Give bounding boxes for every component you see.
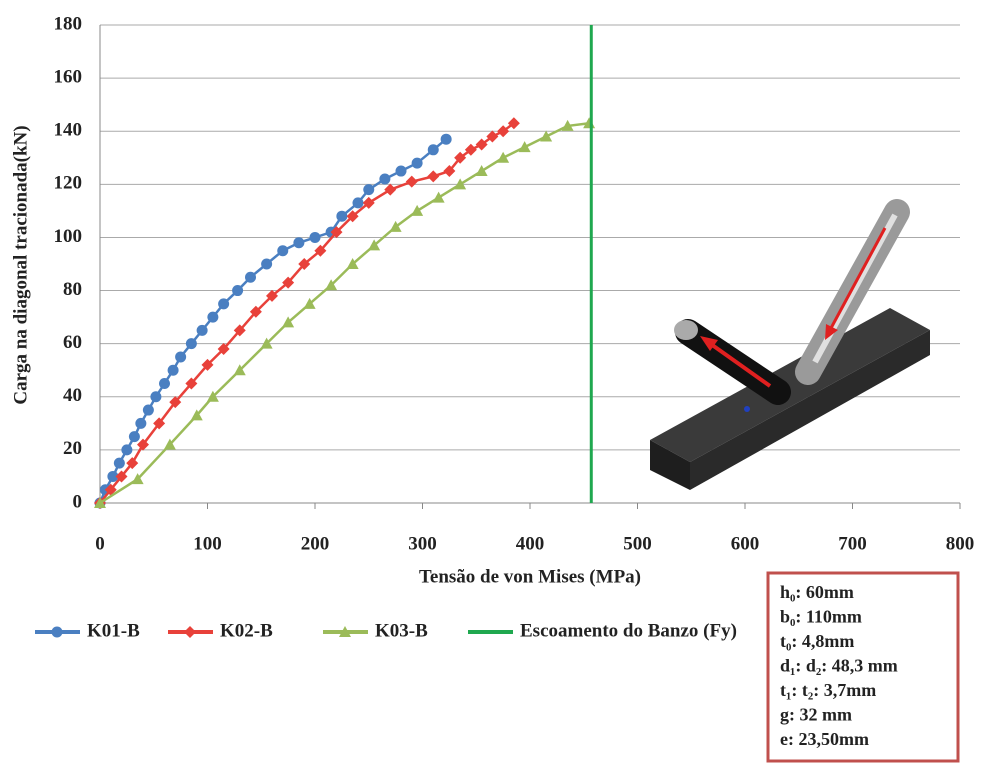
marker [384,184,396,196]
marker [168,365,179,376]
marker [353,197,364,208]
marker [428,144,439,155]
marker [411,205,423,216]
plot [100,25,960,509]
y-tick-label: 0 [73,491,83,512]
x-tick-label: 600 [731,533,760,554]
y-tick-label: 40 [63,385,82,406]
legend-label: K01-B [87,620,140,641]
marker [379,174,390,185]
y-tick-label: 100 [54,226,83,247]
inset-model [650,212,930,490]
y-tick-label: 80 [63,279,82,300]
marker [441,134,452,145]
marker [232,285,243,296]
legend-label: K03-B [375,620,428,641]
parameter: e: 23,50mm [780,729,869,749]
parameter: h₀: 60mm [780,582,854,602]
marker [52,627,63,638]
tube-end [674,320,698,340]
marker [135,418,146,429]
marker [427,170,439,182]
marker [412,158,423,169]
marker [114,458,125,469]
series-line [100,123,514,503]
marker [245,272,256,283]
marker [497,152,509,163]
marker [150,391,161,402]
marker [363,184,374,195]
y-tick-label: 120 [54,173,83,194]
marker [476,165,488,176]
x-tick-label: 0 [95,533,105,554]
y-tick-label: 60 [63,332,82,353]
legend-label: Escoamento do Banzo (Fy) [520,620,737,641]
marker [175,351,186,362]
y-tick-label: 160 [54,66,83,87]
x-axis-label: Tensão de von Mises (MPa) [419,566,641,587]
marker [396,166,407,177]
marker [310,232,321,243]
parameter: t₀: 4,8mm [780,631,854,651]
parameter: t₁: t₂: 3,7mm [780,680,876,700]
sensor [744,406,750,412]
marker [159,378,170,389]
marker [406,176,418,188]
y-axis-label: Carga na diagonal tracionada(kN) [10,125,31,404]
x-tick-label: 800 [946,533,975,554]
parameter: g: 32 mm [780,705,852,725]
series-line [100,139,446,503]
marker [540,131,552,142]
marker [121,444,132,455]
marker [519,141,531,152]
x-tick-label: 500 [623,533,652,554]
marker [143,405,154,416]
marker [207,312,218,323]
marker [433,192,445,203]
x-tick-label: 100 [193,533,222,554]
x-tick-label: 400 [516,533,545,554]
parameter: d₁: d₂: 48,3 mm [780,656,898,676]
y-tick-label: 20 [63,438,82,459]
x-tick-label: 700 [838,533,867,554]
parameter: b₀: 110mm [780,607,862,627]
marker [261,259,272,270]
marker [218,298,229,309]
arrow-right [830,228,885,330]
marker [129,431,140,442]
x-tick-label: 300 [408,533,437,554]
marker [186,338,197,349]
marker [197,325,208,336]
marker [184,626,196,638]
marker [277,245,288,256]
y-tick-label: 140 [54,120,83,141]
marker [293,237,304,248]
x-tick-label: 200 [301,533,330,554]
marker [336,211,347,222]
y-tick-label: 180 [54,13,83,34]
chart: Carga na diagonal tracionada(kN) Tensão … [0,0,987,767]
legend-label: K02-B [220,620,273,641]
